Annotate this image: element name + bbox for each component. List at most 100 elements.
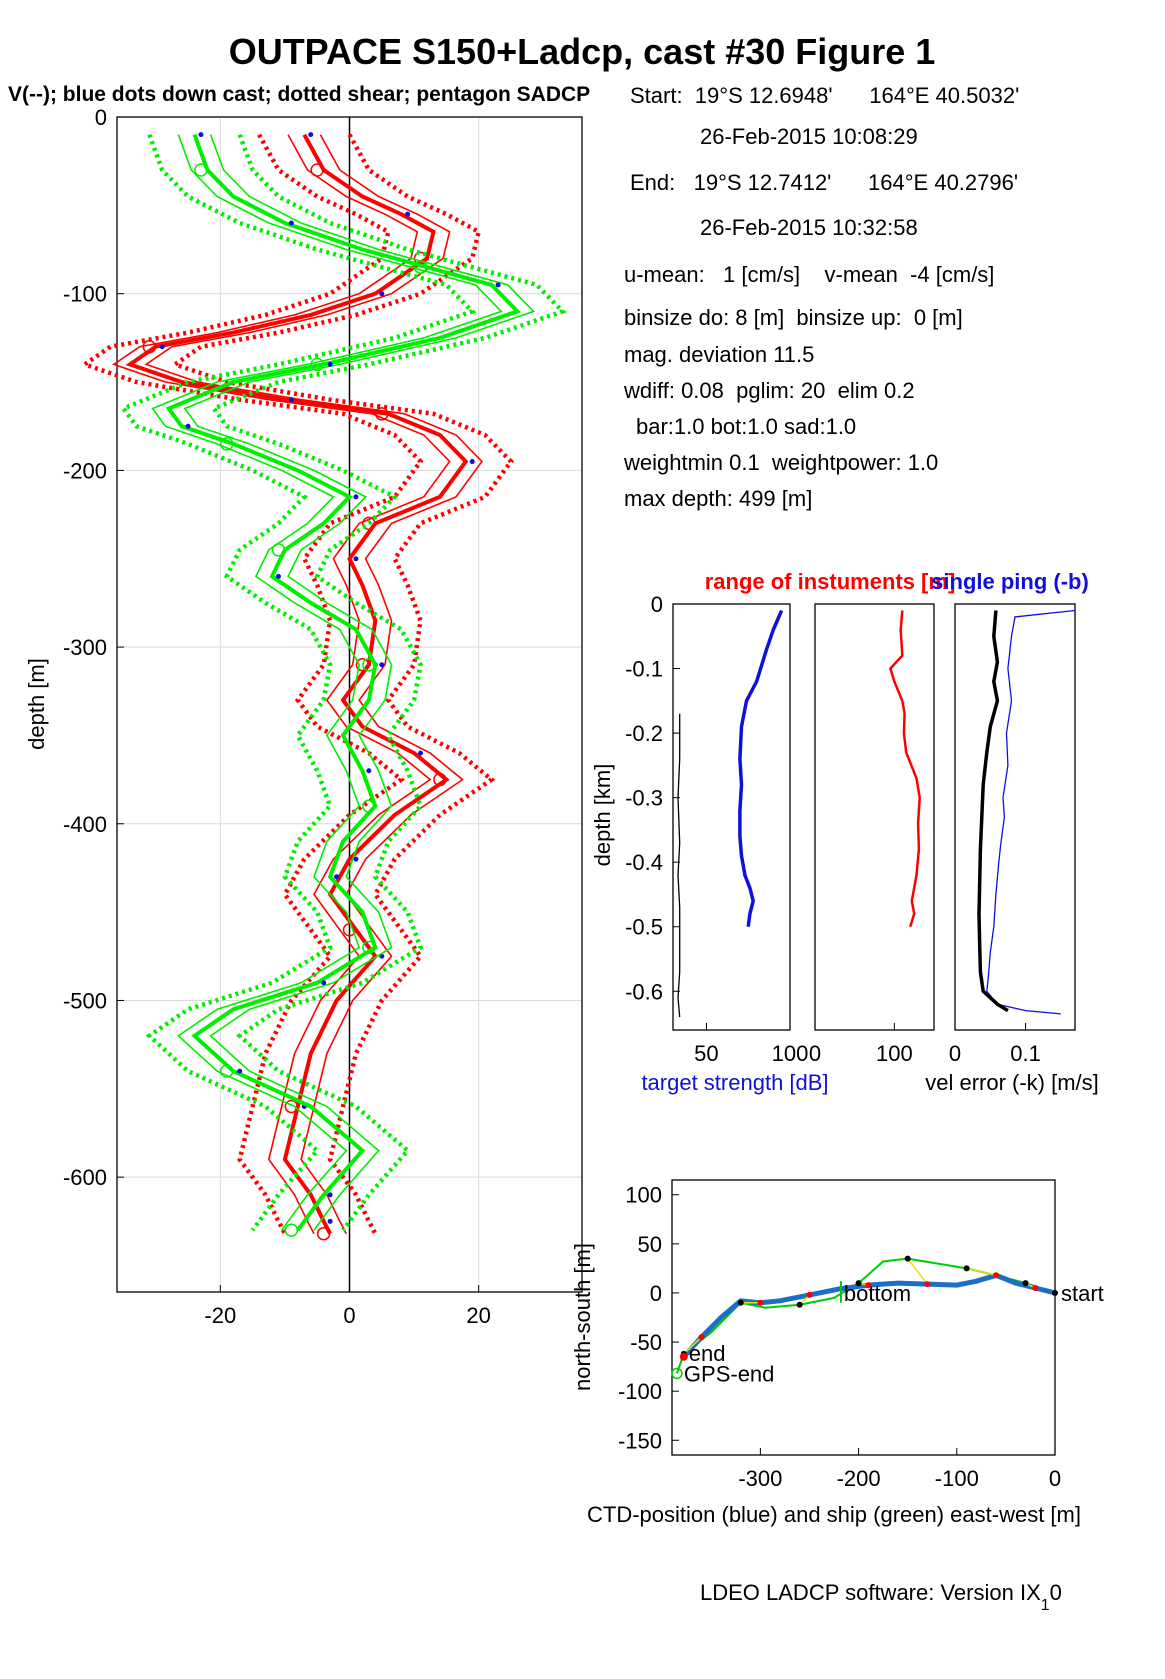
ship-ctd-link — [966, 1267, 997, 1276]
instrument-range-panel: 0 100 — [809, 603, 935, 1066]
info-line: bar:1.0 bot:1.0 sad:1.0 — [636, 414, 856, 439]
sadcp-marker — [284, 1223, 299, 1237]
sadcp-marker — [362, 516, 376, 531]
axes-frame — [671, 1179, 1056, 1456]
down-cast-dot — [198, 132, 204, 138]
info-line: End: 19°S 12.7412' 164°E 40.2796' — [630, 170, 1018, 195]
x-tick-label: 0 — [949, 1041, 961, 1066]
v-shear-upper — [210, 133, 567, 1232]
target-strength-xlabel: target strength [dB] — [641, 1070, 828, 1095]
sadcp-marker — [362, 940, 376, 955]
info-line: weightmin 0.1 weightpower: 1.0 — [623, 450, 938, 475]
target-strength-panel: 50 100 0 -0.1 -0.2 -0.3 -0.4 -0.5 -0.6 — [625, 592, 808, 1066]
down-cast-dot — [405, 211, 411, 217]
ctd-fix-marker — [757, 1299, 764, 1306]
x-tick-label: -300 — [738, 1466, 782, 1491]
single-ping-title: single ping (-b) — [931, 569, 1089, 594]
version-tail: 0 — [1050, 1580, 1062, 1605]
ctd-fix-marker — [924, 1281, 931, 1288]
x-tick-label: 0 — [809, 1041, 821, 1066]
y-tick-label: 100 — [625, 1183, 662, 1208]
down-cast-dot — [353, 556, 359, 562]
info-line: 26-Feb-2015 10:08:29 — [700, 124, 918, 149]
y-tick-label: 0 — [650, 1281, 662, 1306]
gps-end-label: GPS-end — [684, 1361, 775, 1386]
axes-frame — [814, 603, 935, 1031]
version-footer: LDEO LADCP software: Version IX10 — [700, 1580, 1062, 1614]
u-profile-down — [144, 134, 483, 1235]
sadcp-marker — [375, 407, 389, 421]
sadcp-marker — [362, 657, 376, 672]
info-line: Start: 19°S 12.6948' 164°E 40.5032' — [630, 83, 1019, 108]
version-subscript: 1 — [1041, 1597, 1050, 1614]
down-cast-dot — [327, 361, 333, 367]
y-tick-label: -200 — [63, 458, 107, 483]
down-cast-dot — [353, 494, 359, 500]
sadcp-marker — [433, 772, 447, 787]
sadcp-marker — [142, 339, 157, 354]
y-tick-label: -50 — [630, 1330, 662, 1355]
v-shear-lower — [119, 133, 477, 1232]
ship-ctd-link — [907, 1258, 928, 1285]
down-cast-dot — [237, 1068, 243, 1074]
y-tick-label: -0.2 — [625, 721, 663, 746]
cast-info-panel: Start: 19°S 12.6948' 164°E 40.5032' 26-Fe… — [623, 83, 1019, 511]
ship-fix-marker — [904, 1255, 911, 1262]
x-tick-label: 100 — [876, 1041, 913, 1066]
v-profile-mean — [165, 134, 522, 1232]
position-track-xlabel: CTD-position (blue) and ship (green) eas… — [587, 1502, 1081, 1527]
u-shear-upper — [170, 133, 514, 1235]
y-tick-label: -150 — [618, 1428, 662, 1453]
axes-frame — [954, 603, 1076, 1031]
y-tick-label: -0.3 — [625, 786, 663, 811]
sadcp-marker — [284, 1099, 299, 1114]
x-tick-label: -20 — [204, 1303, 236, 1328]
start-marker — [1052, 1289, 1058, 1296]
ctd-fix-marker — [865, 1282, 872, 1289]
ship-fix-marker — [1022, 1280, 1029, 1287]
x-tick-label: 0 — [343, 1303, 355, 1328]
y-tick-label: -100 — [618, 1379, 662, 1404]
sadcp-marker — [413, 260, 428, 274]
v-profile-down — [183, 134, 536, 1231]
down-cast-dot — [379, 291, 385, 297]
x-tick-label: -100 — [935, 1466, 979, 1491]
down-cast-dot — [288, 220, 294, 226]
info-line: max depth: 499 [m] — [624, 486, 812, 511]
down-cast-dot — [185, 423, 191, 429]
y-tick-label: -0.4 — [625, 850, 663, 875]
sadcp-marker — [220, 1064, 234, 1078]
sadcp-marker — [310, 163, 324, 177]
down-cast-dot — [308, 132, 314, 138]
sadcp-marker — [342, 923, 357, 937]
sadcp-marker — [362, 799, 376, 813]
u-shear-lower — [79, 133, 424, 1235]
down-cast-dot — [159, 344, 165, 350]
down-cast-dot — [495, 282, 501, 288]
u-profile-mean — [125, 133, 469, 1235]
velocity-profile-ylabel: depth [m] — [24, 658, 49, 750]
y-tick-label: -0.1 — [625, 657, 663, 682]
down-cast-dot — [334, 874, 340, 880]
x-tick-label: 100 — [772, 1041, 809, 1066]
noise-floor-line — [677, 713, 681, 1018]
v-profile-up — [151, 134, 503, 1231]
ctd-fix-marker — [806, 1291, 813, 1298]
sadcp-marker — [355, 657, 370, 672]
y-tick-label: 0 — [651, 592, 663, 617]
ctd-fix-marker — [1032, 1285, 1039, 1292]
y-tick-label: -500 — [63, 988, 107, 1013]
ship-fix-marker — [796, 1301, 803, 1308]
gps-end-marker — [671, 1367, 683, 1380]
y-tick-label: -400 — [63, 812, 107, 837]
sadcp-marker — [316, 1226, 331, 1241]
position-track-ylabel: north-south [m] — [570, 1243, 595, 1391]
start-label: start — [1061, 1281, 1104, 1306]
target-strength-line — [738, 609, 784, 927]
sadcp-marker — [310, 357, 324, 372]
ship-ctd-link — [683, 1336, 702, 1355]
sadcp-marker — [194, 163, 208, 177]
version-text: LDEO LADCP software: Version IX — [700, 1580, 1041, 1605]
info-line: mag. deviation 11.5 — [624, 342, 814, 367]
